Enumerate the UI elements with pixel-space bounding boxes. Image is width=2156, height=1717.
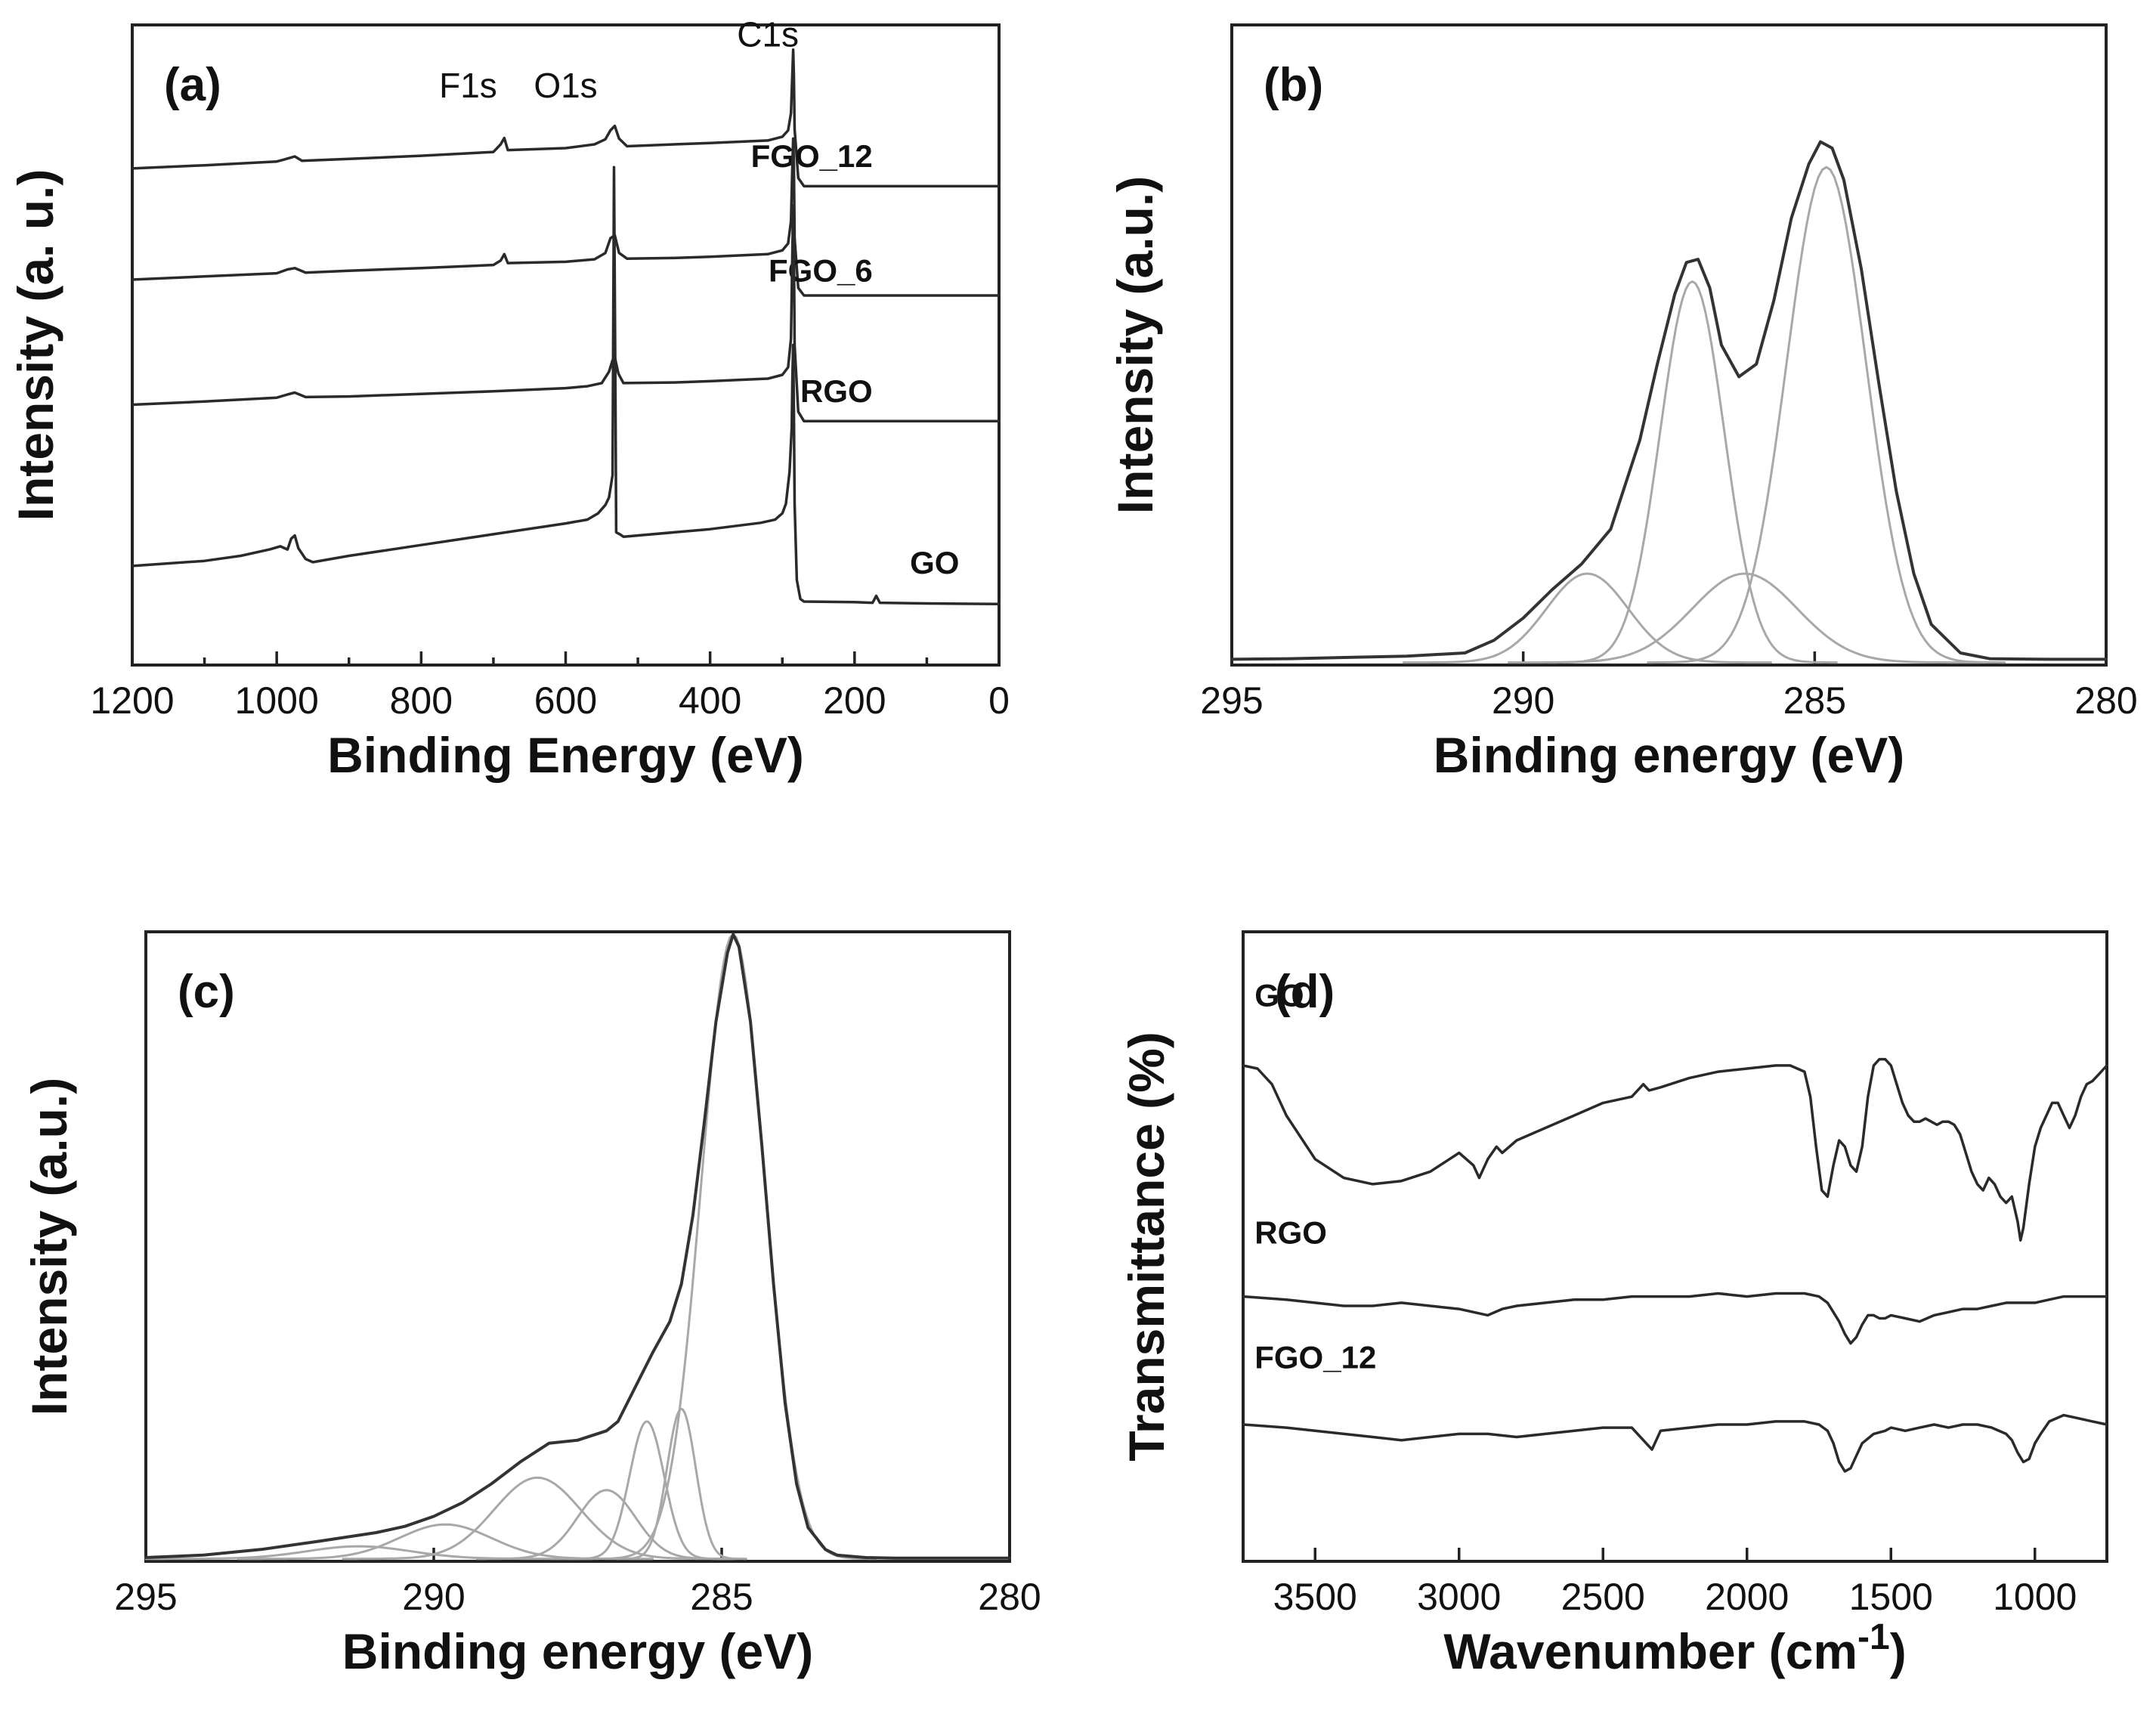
x-tick-label: 1500 bbox=[1849, 1576, 1933, 1618]
x-tick-label: 280 bbox=[2074, 679, 2137, 722]
series-label: FGO_12 bbox=[751, 138, 873, 174]
x-tick-label: 600 bbox=[534, 679, 597, 722]
fit-component-curve bbox=[144, 1545, 594, 1561]
fit-component-curve bbox=[342, 1476, 733, 1561]
fit-component-curve bbox=[1403, 572, 1772, 664]
plot-frame bbox=[1230, 23, 2108, 667]
x-axis-title-text: Binding Energy (eV) bbox=[327, 727, 804, 783]
spectrum-rgo bbox=[1242, 1292, 2108, 1345]
y-axis-title: Intensity (a. u.) bbox=[8, 169, 63, 521]
peak-label: F1s bbox=[439, 66, 497, 105]
envelope-curve bbox=[1230, 140, 2108, 661]
x-tick-label: 1000 bbox=[235, 679, 319, 722]
series-label: GO bbox=[1254, 977, 1304, 1013]
x-tick-label: 290 bbox=[402, 1576, 465, 1618]
x-tick-label: 3000 bbox=[1417, 1576, 1501, 1618]
y-axis-title: Intensity (a.u.) bbox=[1107, 176, 1163, 514]
fit-component-curve bbox=[1507, 572, 1982, 664]
spectrum-go bbox=[131, 166, 1001, 606]
x-tick-label: 290 bbox=[1492, 679, 1554, 722]
plot-frame bbox=[144, 930, 1011, 1563]
plot-frame bbox=[131, 23, 1001, 667]
y-axis-title: Transmittance (%) bbox=[1118, 1032, 1174, 1461]
x-tick-label: 1000 bbox=[1993, 1576, 2077, 1618]
panel-label: (c) bbox=[178, 966, 235, 1018]
spectrum-fgo-12 bbox=[1242, 1413, 2108, 1473]
x-tick-label: 0 bbox=[988, 679, 1010, 722]
x-tick-label: 280 bbox=[978, 1576, 1041, 1618]
x-tick-label: 295 bbox=[1200, 679, 1263, 722]
x-axis-title: Wavenumber (cm-1) bbox=[1443, 1617, 1906, 1679]
x-axis-title: Binding energy (eV) bbox=[1434, 727, 1904, 783]
x-axis-title: Binding energy (eV) bbox=[342, 1623, 813, 1679]
series-label: GO bbox=[910, 545, 959, 580]
fit-component-curve bbox=[1546, 280, 1838, 664]
x-tick-label: 2500 bbox=[1561, 1576, 1645, 1618]
x-tick-label: 400 bbox=[679, 679, 741, 722]
series-label: RGO bbox=[800, 373, 873, 409]
spectrum-fgo-6 bbox=[131, 137, 1001, 297]
x-tick-label: 1200 bbox=[90, 679, 174, 722]
spectrum-fgo-12 bbox=[131, 48, 1001, 188]
fit-component-curve bbox=[615, 1407, 747, 1561]
fit-component-curve bbox=[589, 933, 877, 1561]
fit-component-curve bbox=[237, 1523, 654, 1561]
fit-component-curve bbox=[568, 1420, 726, 1561]
panel-a: 1200 1000 800 600 400 200 0 Binding Energy (eV)… bbox=[8, 15, 1010, 783]
peak-label: C1s bbox=[737, 15, 799, 54]
panel-c: 295 290 285 280 Binding energy (eV) Intensity… bbox=[21, 930, 1041, 1679]
x-axis-title-text: Wavenumber (cm bbox=[1443, 1623, 1858, 1679]
x-tick-label: 285 bbox=[1783, 679, 1846, 722]
y-axis-title: Intensity (a.u.) bbox=[21, 1078, 77, 1415]
series-label: FGO_6 bbox=[769, 252, 873, 288]
plot-frame bbox=[1242, 930, 2108, 1563]
spectrum-go bbox=[1242, 1057, 2108, 1242]
panel-b: 295 290 285 280 Binding energy (eV) Intensity… bbox=[1107, 23, 2138, 783]
envelope-curve bbox=[144, 933, 1011, 1560]
panel-label: (b) bbox=[1264, 59, 1323, 111]
series-label: RGO bbox=[1254, 1214, 1327, 1250]
x-axis-title-end: ) bbox=[1890, 1623, 1907, 1679]
x-tick-label: 285 bbox=[690, 1576, 753, 1618]
series-label: FGO_12 bbox=[1254, 1340, 1376, 1375]
panel-label: (d) bbox=[1275, 966, 1335, 1018]
x-tick-label: 3500 bbox=[1273, 1576, 1357, 1618]
fit-component-curve bbox=[1647, 166, 2006, 664]
x-axis-title-text: Binding energy (eV) bbox=[1434, 727, 1904, 783]
x-axis-title: Binding Energy (eV) bbox=[327, 727, 804, 783]
x-tick-label: 295 bbox=[114, 1576, 177, 1618]
x-tick-label: 200 bbox=[823, 679, 886, 722]
x-axis-title-text: Binding energy (eV) bbox=[342, 1623, 813, 1679]
x-tick-label: 2000 bbox=[1705, 1576, 1789, 1618]
x-axis-title-superscript: -1 bbox=[1858, 1617, 1890, 1657]
peak-label: O1s bbox=[534, 66, 597, 105]
panel-label: (a) bbox=[164, 59, 221, 111]
panel-d: 3500 3000 2500 2000 1500 1000 Wavenumber (cm-1… bbox=[1118, 930, 2108, 1679]
spectrum-rgo bbox=[131, 203, 1001, 423]
x-tick-label: 800 bbox=[390, 679, 453, 722]
